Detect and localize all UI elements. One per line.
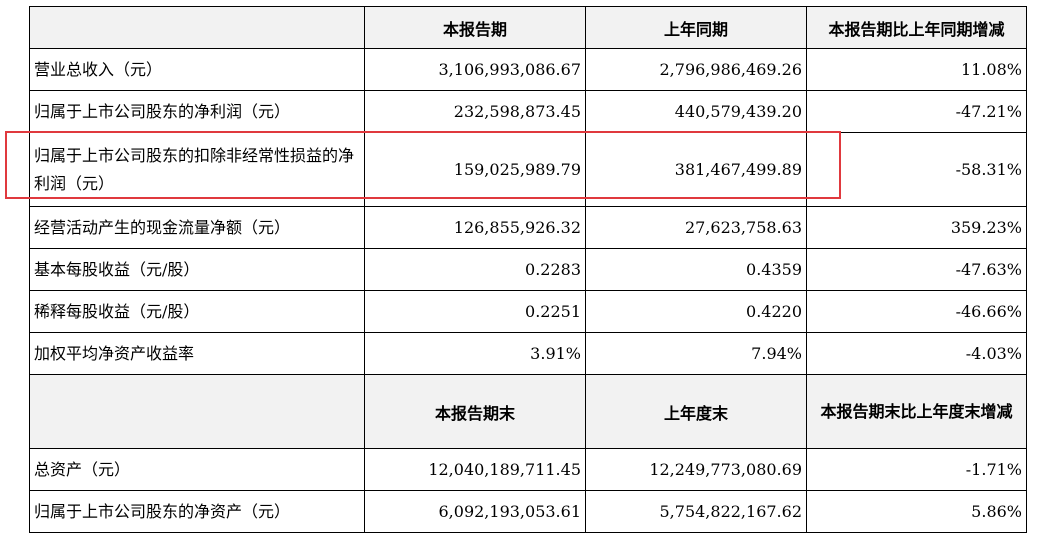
header-prior-period: 上年同期 — [585, 6, 807, 49]
current-value: 0.2251 — [364, 290, 586, 333]
row-label: 营业总收入（元） — [29, 48, 365, 91]
table-row: 稀释每股收益（元/股） 0.2251 0.4220 -46.66% — [29, 290, 1027, 333]
row-label: 归属于上市公司股东的扣除非经常性损益的净利润（元） — [29, 132, 365, 207]
row-label: 稀释每股收益（元/股） — [29, 290, 365, 333]
row-label: 基本每股收益（元/股） — [29, 248, 365, 291]
header-prior-year-end: 上年度末 — [585, 374, 807, 449]
row-label: 加权平均净资产收益率 — [29, 332, 365, 375]
change-value: 359.23% — [806, 206, 1027, 249]
table-row: 总资产（元） 12,040,189,711.45 12,249,773,080.… — [29, 448, 1027, 491]
current-value: 0.2283 — [364, 248, 586, 291]
current-value: 12,040,189,711.45 — [364, 448, 586, 491]
row-label: 总资产（元） — [29, 448, 365, 491]
table-row: 归属于上市公司股东的净资产（元） 6,092,193,053.61 5,754,… — [29, 490, 1027, 533]
header-current-period: 本报告期 — [364, 6, 586, 49]
prior-value: 7.94% — [585, 332, 807, 375]
header-row-period-end: 本报告期末 上年度末 本报告期末比上年度末增减 — [29, 374, 1027, 449]
header-period-end-change: 本报告期末比上年度末增减 — [806, 374, 1027, 449]
prior-value: 27,623,758.63 — [585, 206, 807, 249]
table-row: 加权平均净资产收益率 3.91% 7.94% -4.03% — [29, 332, 1027, 375]
change-value: 5.86% — [806, 490, 1027, 533]
change-value: -47.21% — [806, 90, 1027, 133]
change-value: -4.03% — [806, 332, 1027, 375]
current-value: 126,855,926.32 — [364, 206, 586, 249]
current-value: 232,598,873.45 — [364, 90, 586, 133]
change-value: -58.31% — [806, 132, 1027, 207]
row-label: 归属于上市公司股东的净利润（元） — [29, 90, 365, 133]
current-value: 159,025,989.79 — [364, 132, 586, 207]
row-label: 归属于上市公司股东的净资产（元） — [29, 490, 365, 533]
financial-summary-table: 本报告期 上年同期 本报告期比上年同期增减 营业总收入（元） 3,106,993… — [29, 6, 1027, 533]
prior-value: 2,796,986,469.26 — [585, 48, 807, 91]
prior-value: 0.4220 — [585, 290, 807, 333]
change-value: -1.71% — [806, 448, 1027, 491]
change-value: 11.08% — [806, 48, 1027, 91]
prior-value: 0.4359 — [585, 248, 807, 291]
header-current-period-end: 本报告期末 — [364, 374, 586, 449]
prior-value: 381,467,499.89 — [585, 132, 807, 207]
header-row-period: 本报告期 上年同期 本报告期比上年同期增减 — [29, 6, 1027, 49]
header-empty-cell — [29, 6, 365, 49]
prior-value: 440,579,439.20 — [585, 90, 807, 133]
current-value: 3,106,993,086.67 — [364, 48, 586, 91]
prior-value: 5,754,822,167.62 — [585, 490, 807, 533]
header-period-change: 本报告期比上年同期增减 — [806, 6, 1027, 49]
change-value: -46.66% — [806, 290, 1027, 333]
table-row: 经营活动产生的现金流量净额（元） 126,855,926.32 27,623,7… — [29, 206, 1027, 249]
table-row: 归属于上市公司股东的净利润（元） 232,598,873.45 440,579,… — [29, 90, 1027, 133]
table-row-highlighted: 归属于上市公司股东的扣除非经常性损益的净利润（元） 159,025,989.79… — [29, 132, 1027, 207]
prior-value: 12,249,773,080.69 — [585, 448, 807, 491]
header-empty-cell — [29, 374, 365, 449]
row-label: 经营活动产生的现金流量净额（元） — [29, 206, 365, 249]
change-value: -47.63% — [806, 248, 1027, 291]
table-row: 营业总收入（元） 3,106,993,086.67 2,796,986,469.… — [29, 48, 1027, 91]
current-value: 3.91% — [364, 332, 586, 375]
table-row: 基本每股收益（元/股） 0.2283 0.4359 -47.63% — [29, 248, 1027, 291]
current-value: 6,092,193,053.61 — [364, 490, 586, 533]
